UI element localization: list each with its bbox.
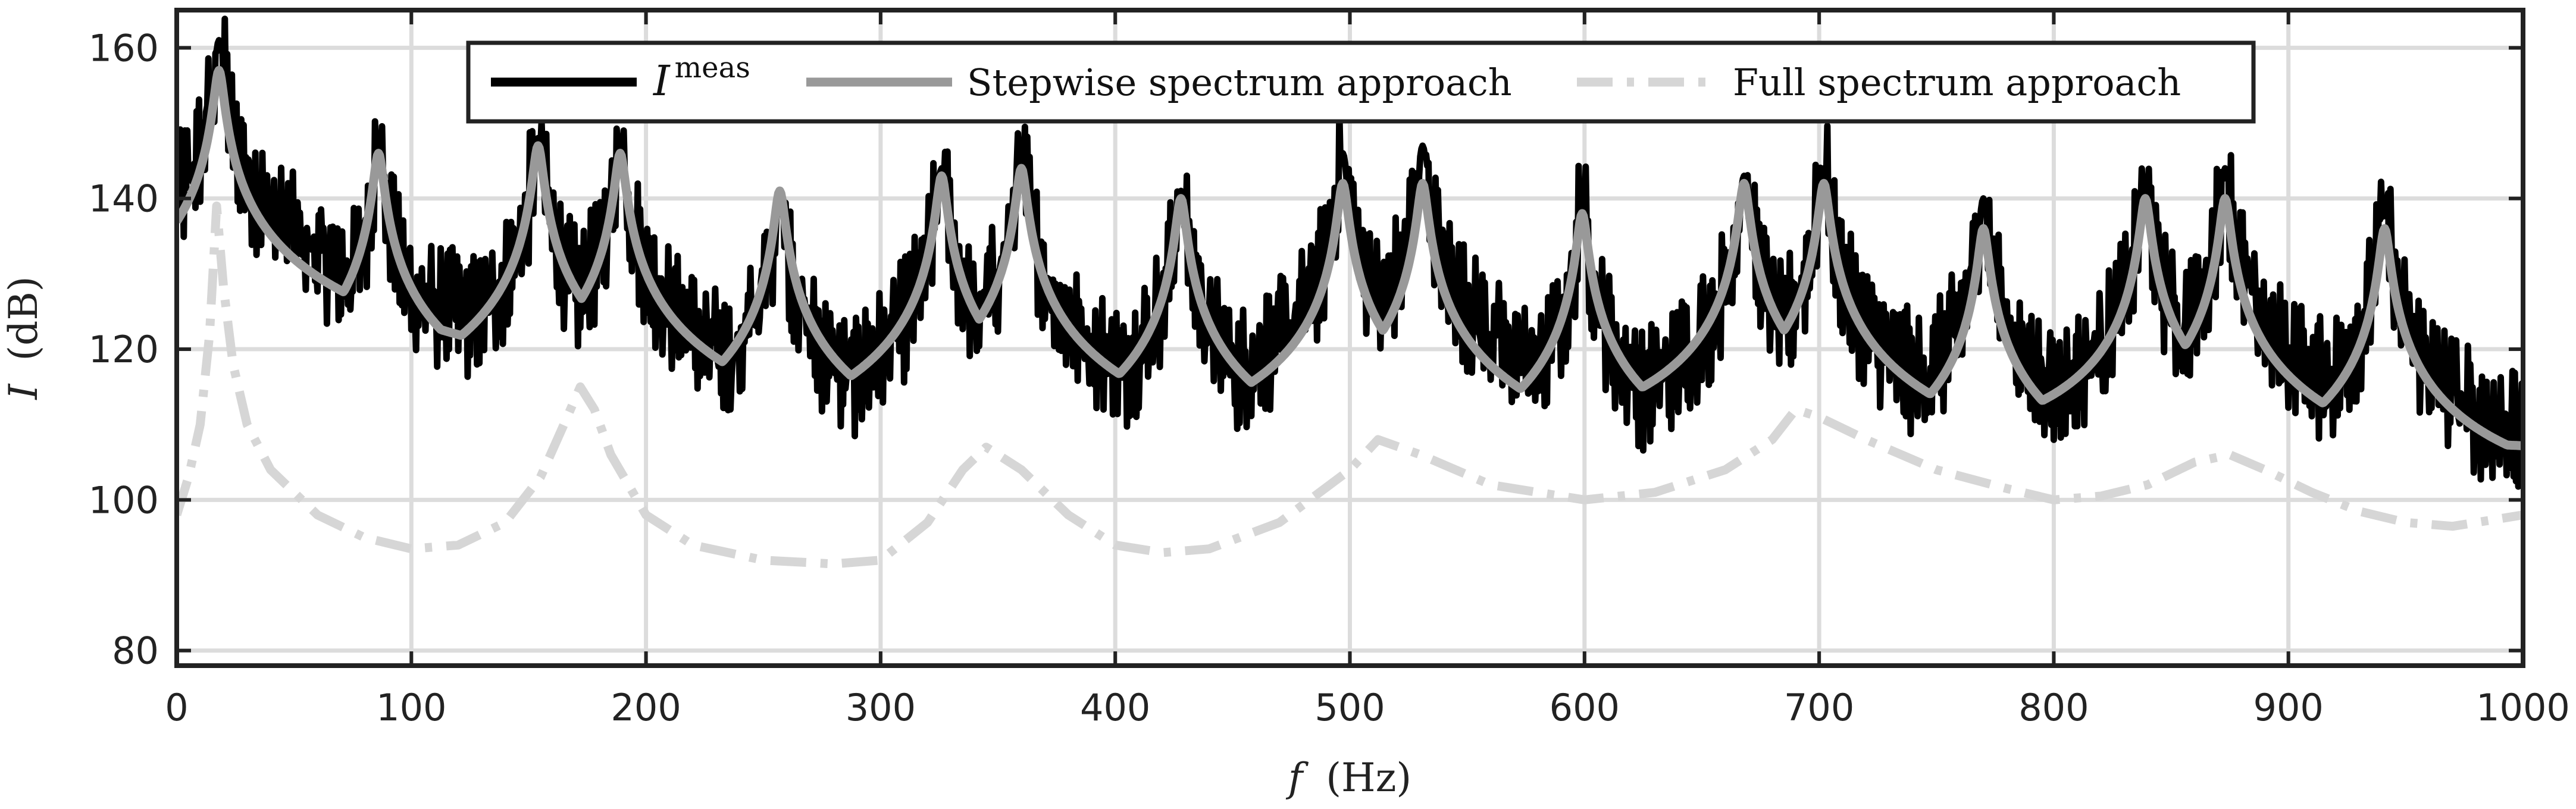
- y-tick-label: 80: [112, 629, 159, 673]
- legend-meas-base: I: [652, 57, 671, 105]
- x-tick-label: 100: [376, 686, 446, 729]
- x-tick-label: 300: [846, 686, 916, 729]
- x-tick-label: 800: [2018, 686, 2089, 729]
- axis-titles: f (Hz) I (dB): [1, 276, 1411, 801]
- legend-meas-sup: meas: [675, 51, 750, 84]
- ticks: 0 100 200 300 400 500 600 700 800 900 1000 80 100 120…: [89, 10, 2570, 729]
- x-axis-unit: (Hz): [1326, 755, 1411, 801]
- x-axis-var: f: [1285, 755, 1309, 801]
- x-tick-label: 200: [611, 686, 681, 729]
- series-stepwise: [177, 65, 2523, 450]
- series-layer: [177, 15, 2523, 569]
- y-axis-unit: (dB): [1, 276, 46, 360]
- x-tick-label: 600: [1550, 686, 1620, 729]
- x-tick-label: 400: [1080, 686, 1150, 729]
- y-axis-title: I (dB): [1, 276, 46, 400]
- y-axis-var: I: [1, 383, 46, 400]
- x-tick-label: 900: [2253, 686, 2324, 729]
- x-tick-label: 500: [1314, 686, 1385, 729]
- y-tick-label: 100: [89, 478, 159, 522]
- x-tick-label: 700: [1784, 686, 1854, 729]
- y-tick-label: 160: [89, 26, 159, 70]
- y-tick-label: 140: [89, 177, 159, 221]
- series-full: [177, 201, 2523, 569]
- x-axis-title: f (Hz): [1285, 755, 1411, 801]
- legend-label-stepwise: Stepwise spectrum approach: [967, 61, 1512, 104]
- x-tick-label: 0: [165, 686, 188, 729]
- legend-label-full: Full spectrum approach: [1733, 61, 2181, 104]
- x-tick-label: 1000: [2476, 686, 2570, 729]
- legend-box: [466, 40, 2256, 124]
- y-tick-label: 120: [89, 328, 159, 371]
